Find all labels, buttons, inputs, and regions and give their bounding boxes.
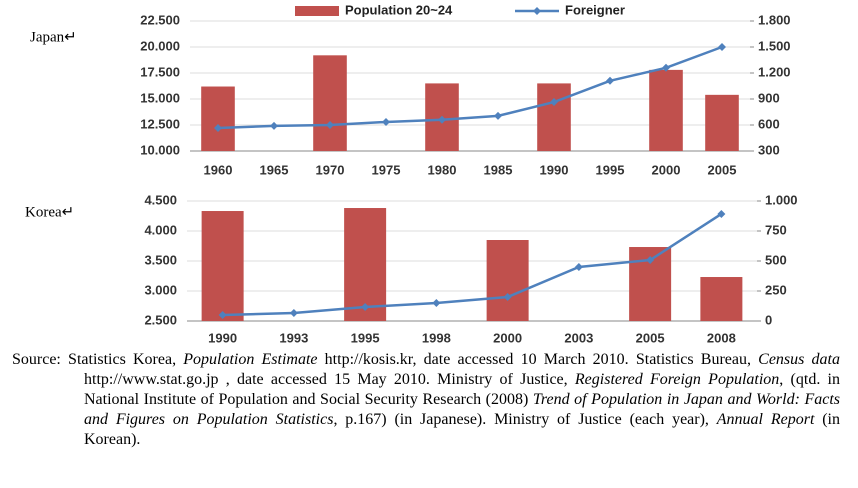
y-tick-label: 15.000 bbox=[140, 90, 180, 105]
legend-swatch bbox=[295, 6, 339, 16]
y2-tick-label: 750 bbox=[765, 222, 787, 237]
bar bbox=[486, 240, 529, 321]
bar bbox=[313, 55, 347, 151]
source-text: Trend of Population in Japan and World: … bbox=[84, 391, 840, 428]
bar bbox=[649, 69, 683, 151]
marker bbox=[326, 121, 334, 129]
y-tick-label: 22.500 bbox=[140, 12, 180, 27]
y-tick-label: 12.500 bbox=[140, 116, 180, 131]
bar bbox=[705, 94, 739, 151]
bar bbox=[201, 86, 235, 151]
marker bbox=[662, 63, 670, 72]
y-tick-label: 3.000 bbox=[144, 282, 177, 297]
x-tick-label: 1965 bbox=[260, 162, 289, 177]
marker bbox=[289, 308, 298, 317]
marker bbox=[574, 263, 583, 271]
marker bbox=[218, 311, 227, 319]
region-label: Japan↵ bbox=[30, 29, 77, 45]
x-tick-label: 1985 bbox=[484, 162, 513, 177]
source-text: , p.167) (in Japanese). Ministry of Just… bbox=[333, 411, 717, 428]
y-tick-label: 17.500 bbox=[140, 64, 180, 79]
y-tick-label: 4.500 bbox=[144, 192, 177, 207]
legend-marker bbox=[533, 7, 541, 15]
charts: Japan↵ 10.000 12.500 15.000 17.500 20.000 22.5… bbox=[25, 2, 798, 345]
legend-label: Foreigner bbox=[565, 2, 625, 17]
x-tick-label: 2000 bbox=[652, 162, 681, 177]
x-tick-label: 1975 bbox=[372, 162, 401, 177]
y2-tick-label: 0 bbox=[765, 312, 772, 327]
marker bbox=[717, 209, 726, 218]
x-tick-label: 1990 bbox=[540, 162, 569, 177]
marker bbox=[646, 256, 655, 265]
y2-tick-label: 500 bbox=[765, 252, 787, 267]
x-tick-label: 2005 bbox=[636, 330, 665, 345]
x-tick-label: 1990 bbox=[208, 330, 237, 345]
source-label: Source: bbox=[12, 351, 61, 368]
source-note: Source: Statistics Korea, Population Est… bbox=[12, 350, 840, 450]
y-tick-label: 2.500 bbox=[144, 312, 177, 327]
x-tick-label: 1980 bbox=[428, 162, 457, 177]
source-text: http://kosis.kr, date accessed 10 March … bbox=[317, 351, 759, 368]
x-tick-label: 2005 bbox=[708, 162, 737, 177]
y2-tick-label: 1.000 bbox=[765, 192, 798, 207]
source-text: (in Korean). bbox=[84, 411, 841, 448]
x-tick-label: 1960 bbox=[204, 162, 233, 177]
legend-label: Population 20~24 bbox=[345, 2, 453, 17]
y2-tick-label: 900 bbox=[758, 90, 780, 105]
source-text: Registered Foreign Population bbox=[574, 371, 780, 388]
marker bbox=[270, 121, 278, 130]
x-tick-label: 2000 bbox=[493, 330, 522, 345]
y2-tick-label: 1.800 bbox=[758, 12, 791, 27]
x-tick-label: 1970 bbox=[316, 162, 345, 177]
y2-tick-label: 1.500 bbox=[758, 38, 791, 53]
x-tick-label: 2003 bbox=[564, 330, 593, 345]
marker bbox=[432, 299, 441, 307]
y-tick-label: 3.500 bbox=[144, 252, 177, 267]
x-tick-label: 1998 bbox=[422, 330, 451, 345]
marker bbox=[494, 111, 502, 120]
y2-tick-label: 250 bbox=[765, 282, 787, 297]
y-tick-label: 4.000 bbox=[144, 222, 177, 237]
x-tick-label: 2008 bbox=[707, 330, 736, 345]
source-text: Census data bbox=[758, 351, 840, 368]
x-tick-label: 1993 bbox=[279, 330, 308, 345]
bar bbox=[537, 83, 571, 151]
y2-tick-label: 1.200 bbox=[758, 64, 791, 79]
y-tick-label: 10.000 bbox=[140, 142, 180, 157]
bar bbox=[700, 277, 743, 321]
y-tick-label: 20.000 bbox=[140, 38, 180, 53]
bar bbox=[344, 208, 387, 321]
line bbox=[217, 45, 723, 130]
source-text: http://www.stat.go.jp , date accessed 15… bbox=[84, 371, 575, 388]
marker bbox=[438, 115, 446, 124]
x-tick-label: 1995 bbox=[351, 330, 380, 345]
source-text: Annual Report bbox=[716, 411, 815, 428]
bar bbox=[201, 211, 244, 321]
y2-tick-label: 300 bbox=[758, 142, 780, 157]
marker bbox=[606, 76, 614, 85]
marker bbox=[503, 293, 512, 301]
source-text: Population Estimate bbox=[183, 351, 318, 368]
y2-tick-label: 600 bbox=[758, 116, 780, 131]
marker bbox=[718, 43, 726, 51]
region-label: Korea↵ bbox=[25, 204, 74, 220]
source-text: Statistics Korea, bbox=[68, 351, 184, 368]
x-tick-label: 1995 bbox=[596, 162, 625, 177]
source-text: , (qtd. in National Institute of Populat… bbox=[84, 371, 841, 408]
marker bbox=[361, 302, 370, 311]
line bbox=[222, 212, 723, 317]
marker bbox=[382, 117, 390, 126]
marker bbox=[214, 124, 222, 133]
marker bbox=[550, 98, 558, 107]
